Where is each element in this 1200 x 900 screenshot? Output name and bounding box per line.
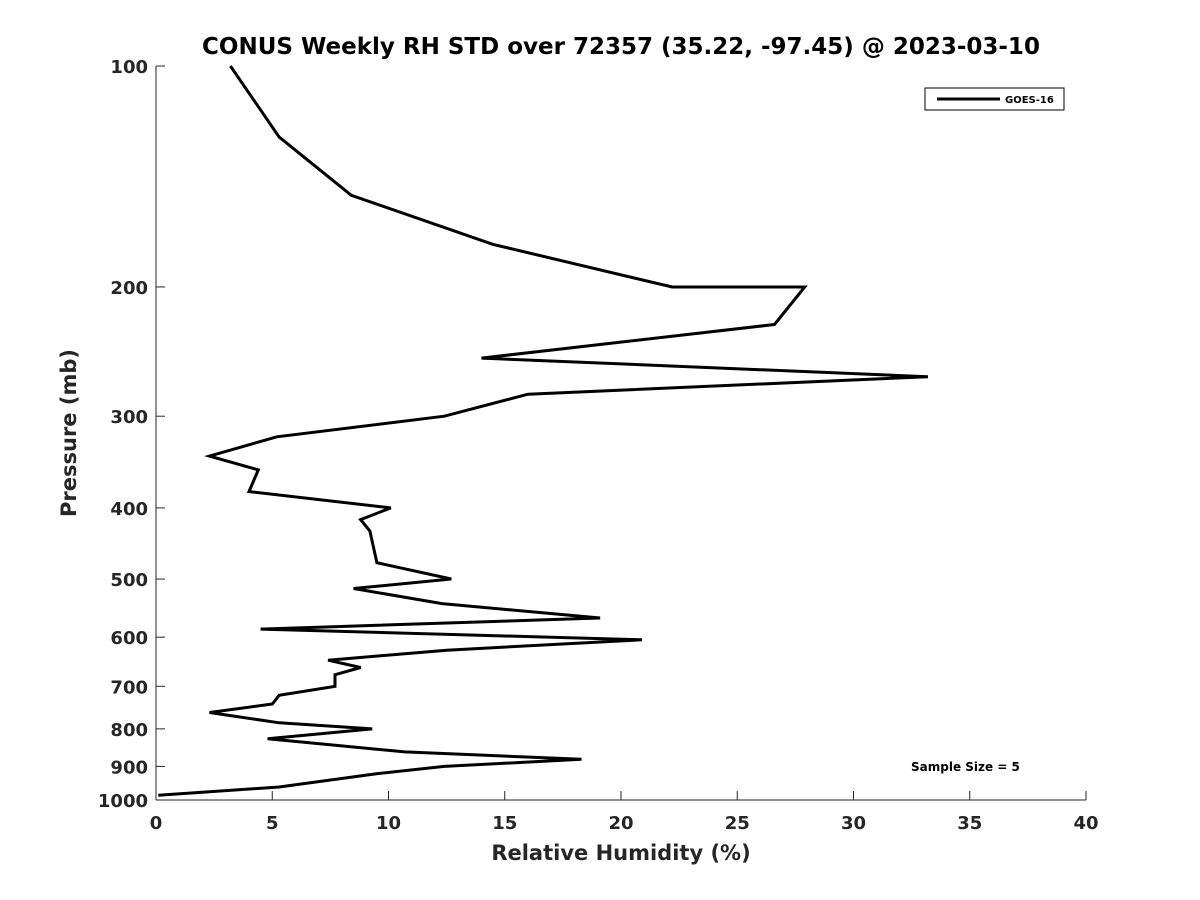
legend-label: GOES-16: [1005, 95, 1054, 106]
x-tick-label: 35: [957, 813, 982, 834]
x-tick-label: 0: [150, 813, 163, 834]
y-tick-label: 500: [110, 570, 148, 591]
y-tick-label: 300: [110, 407, 148, 428]
x-tick-label: 10: [376, 813, 401, 834]
x-tick-label: 20: [608, 813, 633, 834]
x-axis-label: Relative Humidity (%): [491, 841, 750, 865]
y-tick-label: 200: [110, 278, 148, 299]
y-tick-label: 700: [110, 677, 148, 698]
y-tick-label: 1000: [98, 791, 148, 812]
x-axis-ticks: 0 5 10 15 20 25 30 35 40: [150, 791, 1099, 834]
y-tick-label: 400: [110, 499, 148, 520]
x-tick-label: 15: [492, 813, 517, 834]
x-tick-label: 25: [725, 813, 750, 834]
x-tick-label: 30: [841, 813, 866, 834]
y-axis-label: Pressure (mb): [57, 349, 81, 517]
legend: GOES-16: [924, 87, 1065, 111]
chart-title: CONUS Weekly RH STD over 72357 (35.22, -…: [202, 34, 1040, 60]
y-tick-label: 800: [110, 720, 148, 741]
x-tick-label: 40: [1073, 813, 1098, 834]
sample-size-annotation: Sample Size = 5: [911, 760, 1020, 774]
y-tick-label: 900: [110, 757, 148, 778]
y-tick-label: 600: [110, 628, 148, 649]
y-tick-label: 100: [110, 57, 148, 78]
x-tick-label: 5: [266, 813, 279, 834]
series-line-goes-16: [158, 65, 928, 797]
y-axis-ticks: 100 200 300 400 500 600 700 800 900 1000: [98, 57, 165, 812]
